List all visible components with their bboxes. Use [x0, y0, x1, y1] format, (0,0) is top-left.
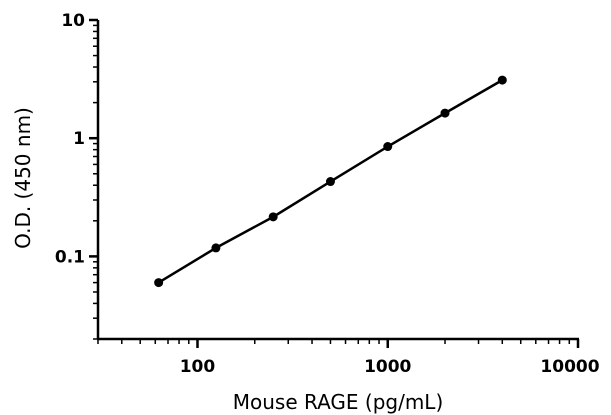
data-point — [154, 278, 164, 288]
y-axis-title: O.D. (450 nm) — [11, 107, 35, 249]
data-point — [440, 108, 450, 118]
y-tick-label: 10 — [61, 11, 85, 31]
data-point — [383, 142, 393, 152]
data-point — [268, 212, 278, 222]
data-point — [325, 177, 335, 187]
plot-area — [154, 75, 507, 288]
ticks: 0.1 1 10 100 1000 10000 — [55, 11, 600, 377]
y-tick-label: 0.1 — [55, 247, 85, 267]
x-axis-title: Mouse RAGE (pg/mL) — [233, 390, 444, 414]
data-point — [497, 75, 507, 85]
x-tick-label: 100 — [180, 357, 216, 377]
x-tick-label: 1000 — [364, 357, 411, 377]
data-point — [211, 243, 221, 253]
axes — [96, 20, 579, 341]
y-tick-label: 1 — [73, 129, 85, 149]
x-tick-label: 10000 — [540, 357, 599, 377]
